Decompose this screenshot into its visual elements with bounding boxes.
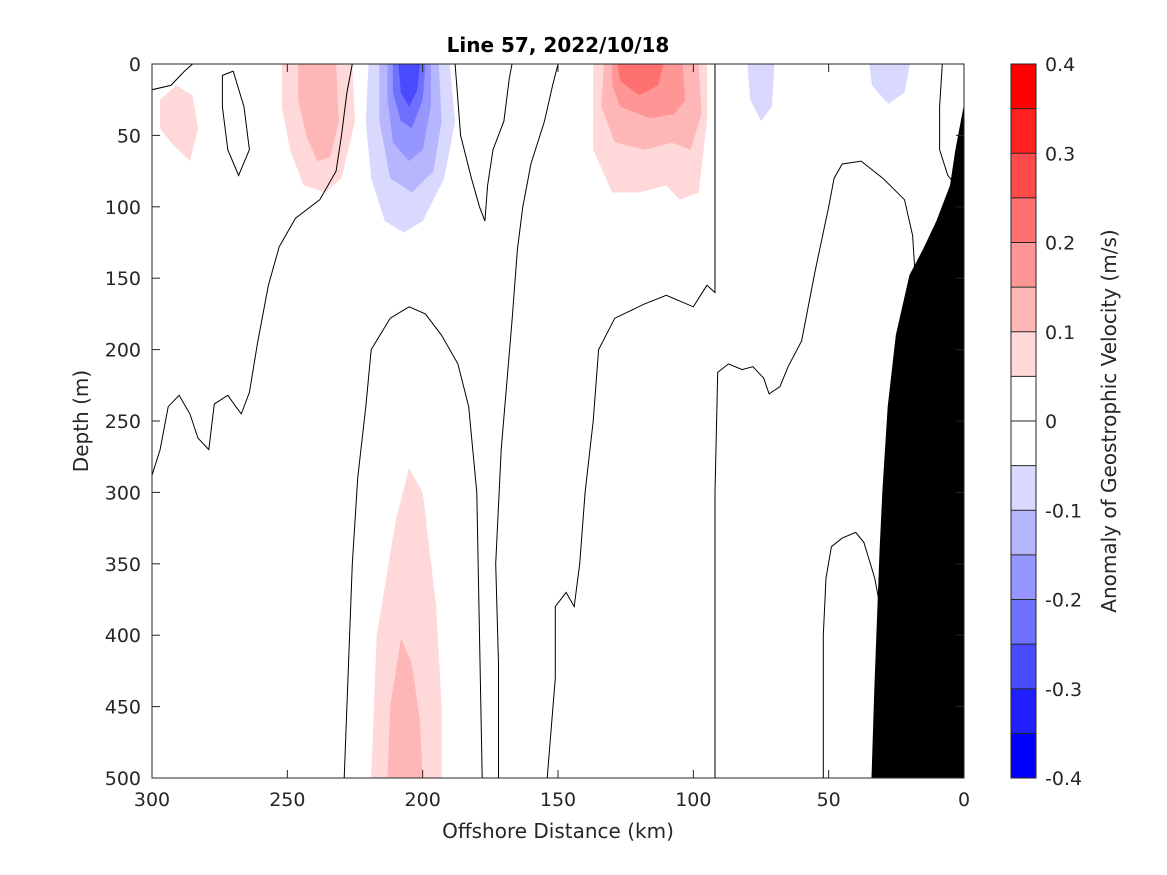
x-tick-label: 250	[269, 789, 305, 811]
colorbar-label: Anomaly of Geostrophic Velocity (m/s)	[1097, 229, 1121, 612]
zero-contour-line	[714, 160, 916, 778]
positive-anomaly-region	[617, 64, 664, 96]
x-axis: 300 250 200 150 100 50 0	[134, 64, 970, 811]
zero-contour-line	[495, 64, 559, 778]
zero-contour-line	[343, 306, 483, 778]
colorbar-swatch	[1011, 510, 1036, 556]
colorbar-swatch	[1011, 287, 1036, 333]
colorbar-tick-label: -0.3	[1045, 679, 1082, 701]
colorbar-tick-label: -0.4	[1045, 768, 1082, 790]
colorbar-swatch	[1011, 599, 1036, 645]
y-axis-label: Depth (m)	[69, 370, 93, 472]
colorbar-swatch	[1011, 197, 1036, 243]
x-tick-label: 200	[405, 789, 441, 811]
x-tick-label: 50	[817, 789, 841, 811]
seafloor-layer	[871, 106, 964, 778]
positive-anomaly-region	[471, 64, 493, 100]
x-tick-label: 100	[675, 789, 711, 811]
y-tick-label: 0	[129, 54, 141, 76]
y-tick-label: 300	[105, 482, 141, 504]
seafloor-mask	[871, 106, 964, 778]
zero-contour-line	[152, 64, 353, 476]
anomaly-fills	[160, 64, 964, 778]
x-tick-label: 300	[134, 789, 170, 811]
y-tick-label: 100	[105, 197, 141, 219]
zero-contour-line	[221, 70, 250, 177]
plot-area	[151, 63, 965, 779]
colorbar-swatch	[1011, 644, 1036, 690]
zero-contour-lines	[152, 64, 964, 778]
colorbar-swatch	[1011, 688, 1036, 734]
zero-contour-line	[454, 64, 513, 222]
y-tick-label: 200	[105, 340, 141, 362]
y-tick-label: 250	[105, 411, 141, 433]
colorbar-tick-label: -0.1	[1045, 500, 1082, 522]
y-tick-label: 500	[105, 768, 141, 790]
negative-anomaly-region	[525, 64, 564, 114]
colorbar: 0.4 0.3 0.2 0.1 0 -0.1 -0.2 -0.3 -0.4	[1010, 54, 1082, 790]
colorbar-swatch	[1011, 554, 1036, 600]
colorbar-swatch	[1011, 465, 1036, 511]
chart-title: Line 57, 2022/10/18	[447, 33, 670, 57]
positive-anomaly-region	[298, 64, 339, 162]
colorbar-swatch	[1011, 64, 1036, 110]
colorbar-tick-label: 0	[1045, 411, 1057, 433]
positive-anomaly-region	[387, 638, 423, 778]
colorbar-swatch	[1011, 733, 1036, 779]
negative-anomaly-region	[869, 64, 910, 104]
colorbar-swatch	[1011, 108, 1036, 154]
colorbar-swatch	[1011, 421, 1036, 467]
colorbar-swatch	[1011, 331, 1036, 377]
y-tick-label: 50	[117, 125, 141, 147]
negative-anomaly-region	[669, 588, 691, 778]
positive-anomaly-region	[742, 603, 786, 778]
negative-anomaly-region	[725, 64, 807, 207]
positive-anomaly-region	[160, 85, 198, 162]
y-tick-label: 350	[105, 554, 141, 576]
colorbar-swatch	[1011, 153, 1036, 199]
x-tick-label: 0	[958, 789, 970, 811]
colorbar-tick-label: -0.2	[1045, 590, 1082, 612]
colorbar-swatch	[1011, 376, 1036, 422]
zero-contour-line	[152, 64, 193, 91]
y-tick-label: 150	[105, 268, 141, 290]
colorbar-swatch	[1011, 242, 1036, 288]
negative-anomaly-region	[398, 64, 420, 107]
negative-anomaly-region	[593, 503, 653, 778]
y-tick-label: 400	[105, 625, 141, 647]
colorbar-tick-label: 0.4	[1045, 54, 1075, 76]
zero-contour-line	[546, 64, 716, 778]
negative-anomaly-region	[747, 64, 775, 122]
positive-anomaly-region	[371, 468, 442, 778]
y-axis: 0 50 100 150 200 250 300 350 400 450 500	[105, 54, 964, 790]
y-tick-label: 450	[105, 697, 141, 719]
colorbar-tick-label: 0.1	[1045, 322, 1075, 344]
positive-anomaly-region	[241, 66, 269, 90]
colorbar-tick-label: 0.2	[1045, 233, 1075, 255]
colorbar-tick-label: 0.3	[1045, 143, 1075, 165]
colorbar-frame	[1010, 63, 1037, 779]
x-tick-label: 150	[540, 789, 576, 811]
x-axis-label: Offshore Distance (km)	[442, 819, 674, 843]
plot-background	[152, 64, 964, 778]
